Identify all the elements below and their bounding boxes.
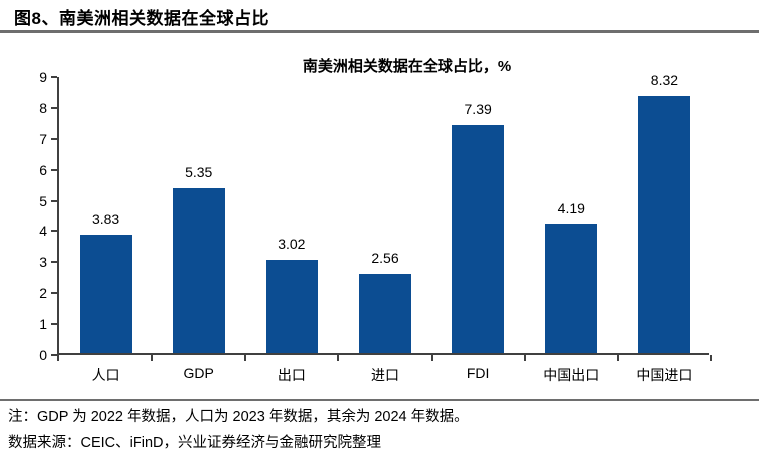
bar-value-label: 7.39: [464, 101, 492, 117]
x-axis-tick: [244, 355, 247, 361]
x-axis-category-label: 中国进口: [636, 367, 693, 383]
x-axis-tick: [616, 355, 619, 361]
y-axis-tick: [51, 261, 57, 264]
bar-人口: [79, 235, 132, 353]
y-axis-tick: [51, 106, 57, 109]
y-axis-tick: [51, 137, 57, 140]
y-axis-tick-label: 7: [39, 130, 47, 147]
y-axis-tick-label: 3: [39, 254, 47, 271]
bar-中国进口: [638, 96, 691, 353]
y-axis-tick: [51, 323, 57, 326]
x-axis-category-label: 进口: [371, 367, 399, 383]
bar-value-label: 2.56: [371, 250, 399, 266]
plot-area: 0 1 2 3 4 5 6 7 8 9 3.83 人口 5.35 GDP 3.02 出口 2.56 进口 7.39 F…: [39, 70, 712, 383]
y-axis-tick-label: 4: [39, 223, 47, 240]
x-axis-category-label: GDP: [183, 365, 214, 381]
x-axis-tick: [151, 355, 154, 361]
x-axis-category-label: FDI: [466, 365, 490, 381]
y-axis-tick-label: 2: [39, 285, 47, 302]
bar-value-label: 4.19: [557, 200, 585, 216]
y-axis-tick-label: 1: [39, 316, 47, 333]
bar-出口: [265, 260, 318, 353]
x-axis-tick: [710, 355, 712, 361]
bar-value-label: 8.32: [650, 72, 679, 88]
y-axis-tick: [51, 76, 57, 78]
x-axis-tick: [337, 355, 340, 361]
chart-title: 南美洲相关数据在全球占比，%: [302, 58, 512, 75]
y-axis-tick: [51, 199, 57, 202]
y-axis-tick-label: 6: [39, 161, 47, 178]
note-text: 注：GDP 为 2022 年数据，人口为 2023 年数据，其余为 2024 年…: [8, 409, 469, 425]
y-axis-tick: [51, 168, 57, 171]
y-axis-tick: [51, 230, 57, 233]
figure-title: 图8、南美洲相关数据在全球占比: [14, 9, 269, 28]
y-axis-tick-label: 5: [39, 192, 47, 209]
x-axis-category-label: 人口: [91, 367, 120, 383]
x-axis-category-label: 出口: [277, 367, 306, 383]
y-axis-tick-label: 8: [39, 99, 47, 116]
x-axis-tick: [57, 355, 59, 361]
bar-进口: [359, 274, 411, 353]
x-axis-tick: [430, 355, 433, 361]
bar-FDI: [452, 125, 505, 353]
bar-GDP: [172, 188, 225, 353]
y-axis-tick: [51, 292, 57, 295]
y-axis-tick: [51, 354, 57, 356]
y-axis-tick-label: 9: [39, 69, 47, 85]
y-axis-tick-label: 0: [39, 347, 47, 363]
bar-中国出口: [545, 224, 598, 353]
x-axis-tick: [523, 355, 526, 361]
x-axis-category-label: 中国出口: [543, 367, 600, 383]
notes-divider: [0, 399, 759, 401]
bar-value-label: 3.83: [91, 211, 120, 227]
bar-value-label: 3.02: [278, 236, 306, 252]
bar-value-label: 5.35: [185, 164, 213, 180]
header-divider: [0, 30, 759, 33]
source-text: 数据来源：CEIC、iFinD，兴业证券经济与金融研究院整理: [8, 435, 381, 451]
